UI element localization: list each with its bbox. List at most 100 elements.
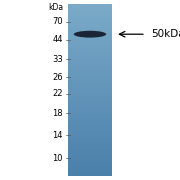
Bar — [68, 114, 112, 115]
Bar — [68, 41, 112, 42]
Bar — [68, 165, 112, 166]
Bar — [68, 94, 112, 95]
Bar — [68, 69, 112, 70]
Bar — [68, 15, 112, 16]
Bar — [68, 31, 112, 32]
Bar — [68, 133, 112, 134]
Bar — [68, 59, 112, 60]
Bar — [68, 14, 112, 15]
Bar — [68, 27, 112, 28]
Bar — [68, 16, 112, 17]
Bar — [68, 28, 112, 29]
Bar — [68, 105, 112, 106]
Bar — [68, 128, 112, 129]
Bar — [68, 100, 112, 101]
Bar — [68, 111, 112, 112]
Text: kDa: kDa — [48, 3, 63, 12]
Bar — [68, 66, 112, 67]
Bar — [68, 140, 112, 141]
Bar — [68, 131, 112, 132]
Bar — [68, 61, 112, 62]
Text: 44: 44 — [53, 35, 63, 44]
Bar — [68, 24, 112, 25]
Bar — [68, 26, 112, 27]
Bar — [68, 18, 112, 19]
Bar — [68, 82, 112, 83]
Bar — [68, 124, 112, 125]
Bar — [68, 170, 112, 171]
Bar — [68, 39, 112, 40]
Text: 22: 22 — [53, 89, 63, 98]
Text: 70: 70 — [52, 17, 63, 26]
Bar — [68, 125, 112, 126]
Bar — [68, 139, 112, 140]
Bar — [68, 75, 112, 76]
Bar — [68, 97, 112, 98]
Bar — [68, 17, 112, 18]
Bar — [68, 35, 112, 36]
Bar — [68, 20, 112, 21]
Bar — [68, 136, 112, 137]
Bar — [68, 151, 112, 152]
Bar — [68, 74, 112, 75]
Bar — [68, 98, 112, 99]
Bar — [68, 130, 112, 131]
Bar — [68, 88, 112, 89]
Bar — [68, 132, 112, 133]
Bar — [68, 53, 112, 54]
Bar — [68, 79, 112, 80]
Bar — [68, 102, 112, 103]
Bar — [68, 122, 112, 123]
Ellipse shape — [74, 31, 106, 38]
Bar — [68, 149, 112, 150]
Bar — [68, 55, 112, 56]
Bar — [68, 22, 112, 23]
Bar — [68, 38, 112, 39]
Bar — [68, 159, 112, 160]
Bar — [68, 162, 112, 163]
Text: 33: 33 — [52, 55, 63, 64]
Bar — [68, 110, 112, 111]
Bar — [68, 127, 112, 128]
Bar — [68, 169, 112, 170]
Bar — [68, 93, 112, 94]
Bar — [68, 143, 112, 144]
Bar — [68, 118, 112, 119]
Bar — [68, 108, 112, 109]
Bar — [68, 172, 112, 173]
Bar — [68, 40, 112, 41]
Bar — [68, 80, 112, 81]
Bar — [68, 146, 112, 147]
Bar — [68, 129, 112, 130]
Bar — [68, 109, 112, 110]
Bar — [68, 121, 112, 122]
Bar — [68, 157, 112, 158]
Bar — [68, 89, 112, 90]
Bar — [68, 43, 112, 44]
Bar — [68, 81, 112, 82]
Bar — [68, 156, 112, 157]
Bar — [68, 99, 112, 100]
Bar — [68, 6, 112, 7]
Text: 10: 10 — [53, 154, 63, 163]
Bar — [68, 160, 112, 161]
Bar — [68, 11, 112, 12]
Bar — [68, 153, 112, 154]
Bar — [68, 21, 112, 22]
Bar — [68, 137, 112, 138]
Bar — [68, 85, 112, 86]
Bar — [68, 84, 112, 85]
Bar — [68, 174, 112, 175]
Bar — [68, 76, 112, 77]
Bar — [68, 10, 112, 11]
Bar — [68, 163, 112, 164]
Bar — [68, 145, 112, 146]
Bar — [68, 4, 112, 5]
Bar — [68, 87, 112, 88]
Bar — [68, 25, 112, 26]
Bar — [68, 152, 112, 153]
Bar — [68, 58, 112, 59]
Bar — [68, 73, 112, 74]
Bar — [68, 23, 112, 24]
Bar — [68, 19, 112, 20]
